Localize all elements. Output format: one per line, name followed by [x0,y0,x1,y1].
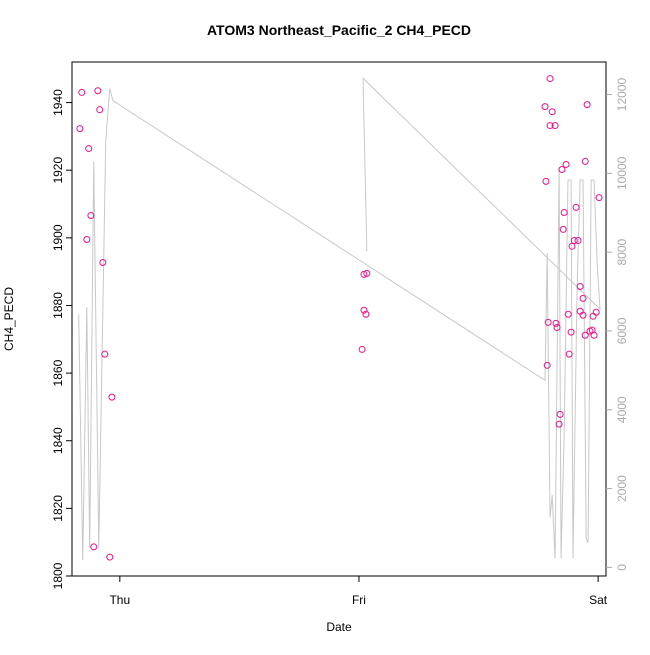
y-tick-label: 1840 [51,427,65,454]
data-point [106,553,114,561]
data-point [592,308,600,316]
data-point [551,122,559,130]
data-point [570,237,578,245]
data-point [552,319,560,327]
data-point [595,194,603,202]
data-point [579,311,587,319]
data-point [544,318,552,326]
data-point [99,259,107,267]
y-tick-label: 1860 [51,359,65,386]
data-point [559,225,567,233]
data-point [542,177,550,185]
data-point [543,361,551,369]
data-point [548,108,556,116]
data-point [567,328,575,336]
data-point [581,157,589,165]
chart-title: ATOM3 Northeast_Pacific_2 CH4_PECD [207,22,471,38]
data-point [579,294,587,302]
data-point [562,160,570,168]
data-point [583,101,591,109]
data-point [108,393,116,401]
x-tick-label: Fri [352,593,366,607]
data-point [78,88,86,96]
data-point [358,345,366,353]
altitude-line [78,77,601,561]
y-tick-label: 1800 [51,562,65,589]
data-point [541,103,549,111]
x-tick-label: Thu [109,593,130,607]
y-tick-label: 1940 [51,89,65,116]
data-point [94,87,102,95]
y-axis-label: CH4_PECD [2,287,16,351]
data-point [85,145,93,153]
y-tick-label: 1920 [51,157,65,184]
data-point [360,306,368,314]
data-point [362,310,370,318]
data-point [576,283,584,291]
data-point [568,242,576,250]
data-point [555,420,563,428]
data-point [90,543,98,551]
data-point [96,106,104,114]
data-point [565,350,573,358]
data-point [581,331,589,339]
data-point [590,331,598,339]
y2-tick-label: 0 [615,564,629,571]
data-point [546,122,554,130]
data-point [564,310,572,318]
data-point [363,269,371,277]
x-axis-label: Date [326,620,352,634]
y-tick-label: 1880 [51,292,65,319]
y2-tick-label: 2000 [615,475,629,502]
y2-tick-label: 6000 [615,317,629,344]
data-point [101,350,109,358]
plot-box [71,61,607,577]
data-point [574,237,582,245]
data-point [76,125,84,133]
data-point [560,208,568,216]
y2-tick-label: 12000 [615,78,629,112]
y-tick-label: 1820 [51,495,65,522]
data-point [87,212,95,220]
data-point [572,203,580,211]
data-point [589,312,597,320]
data-point [558,166,566,174]
y2-tick-label: 4000 [615,396,629,423]
x-tick-label: Sat [589,593,608,607]
y2-tick-label: 10000 [615,156,629,190]
y-tick-label: 1900 [51,224,65,251]
data-point [546,75,554,83]
y2-tick-label: 8000 [615,238,629,265]
data-point [83,236,91,244]
data-point [553,323,561,331]
data-point [556,410,564,418]
